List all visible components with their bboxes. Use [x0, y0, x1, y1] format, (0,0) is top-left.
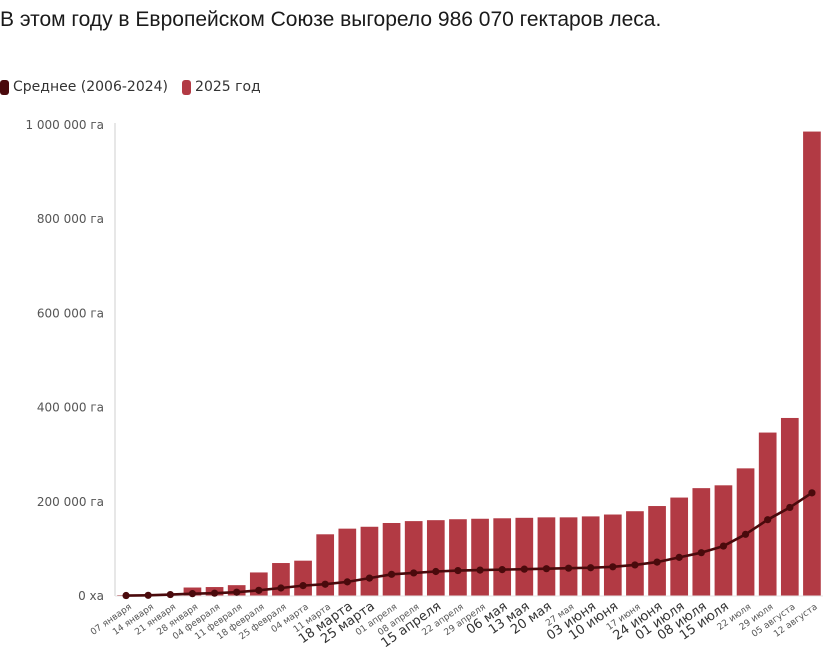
average-point — [410, 569, 418, 577]
bar — [581, 516, 600, 596]
average-point — [277, 584, 285, 592]
y-tick-label: 200 000 га — [37, 495, 104, 509]
y-tick-label: 600 000 га — [37, 306, 104, 320]
average-point — [609, 563, 617, 571]
average-point — [476, 566, 484, 574]
bar — [449, 519, 467, 596]
y-tick-label: 800 000 га — [37, 212, 104, 226]
bar — [537, 517, 556, 596]
average-point — [764, 516, 772, 524]
average-point — [122, 591, 130, 600]
legend: Среднее (2006-2024) 2025 год — [0, 79, 275, 95]
average-point — [587, 564, 595, 572]
legend-label-2025: 2025 год — [195, 79, 261, 95]
legend-swatch-average — [0, 79, 9, 95]
bar — [626, 511, 644, 596]
bar — [426, 520, 445, 596]
legend-label-average: Среднее (2006-2024) — [13, 79, 169, 95]
average-point — [210, 589, 219, 597]
average-point — [741, 530, 750, 538]
bar — [360, 526, 379, 596]
chart-title: В этом году в Европейском Союзе выгорело… — [0, 8, 662, 31]
average-point — [365, 574, 374, 582]
bar — [803, 131, 821, 596]
average-point — [144, 591, 152, 599]
legend-item-2025[interactable]: 2025 год — [182, 79, 261, 95]
average-point — [188, 590, 197, 598]
bar — [648, 506, 666, 596]
bar — [338, 528, 357, 596]
average-point — [498, 566, 506, 574]
average-point — [808, 489, 816, 497]
average-point — [321, 580, 329, 588]
average-point — [454, 566, 462, 575]
bar — [404, 521, 423, 596]
bar — [294, 560, 312, 596]
legend-item-average[interactable]: Среднее (2006-2024) — [0, 79, 168, 95]
average-point — [432, 567, 440, 576]
average-point — [343, 578, 351, 586]
legend-swatch-2025 — [182, 79, 192, 95]
bar — [603, 514, 622, 596]
average-point — [653, 558, 661, 566]
average-point — [564, 564, 573, 572]
bar — [382, 522, 401, 596]
average-point — [631, 561, 639, 569]
average-point — [387, 570, 396, 578]
average-point — [299, 582, 307, 590]
bar — [758, 432, 777, 596]
bar — [714, 485, 733, 596]
average-point — [719, 542, 728, 550]
bar — [316, 534, 335, 596]
bar — [493, 518, 512, 596]
average-line — [126, 491, 813, 597]
bar — [515, 517, 534, 596]
average-point — [675, 553, 683, 561]
average-point — [233, 588, 241, 596]
average-point — [697, 549, 705, 557]
average-point — [520, 565, 528, 573]
y-tick-label: 400 000 га — [37, 401, 104, 415]
average-point — [542, 565, 551, 573]
average-point — [786, 503, 794, 512]
bar — [559, 517, 578, 596]
bar — [692, 488, 711, 596]
average-point — [166, 590, 174, 599]
y-tick-label: 0 ха — [78, 589, 104, 603]
bar — [670, 497, 689, 596]
y-tick-label: 1 000 000 га — [25, 118, 104, 132]
bar — [471, 518, 489, 596]
average-point — [255, 586, 263, 594]
